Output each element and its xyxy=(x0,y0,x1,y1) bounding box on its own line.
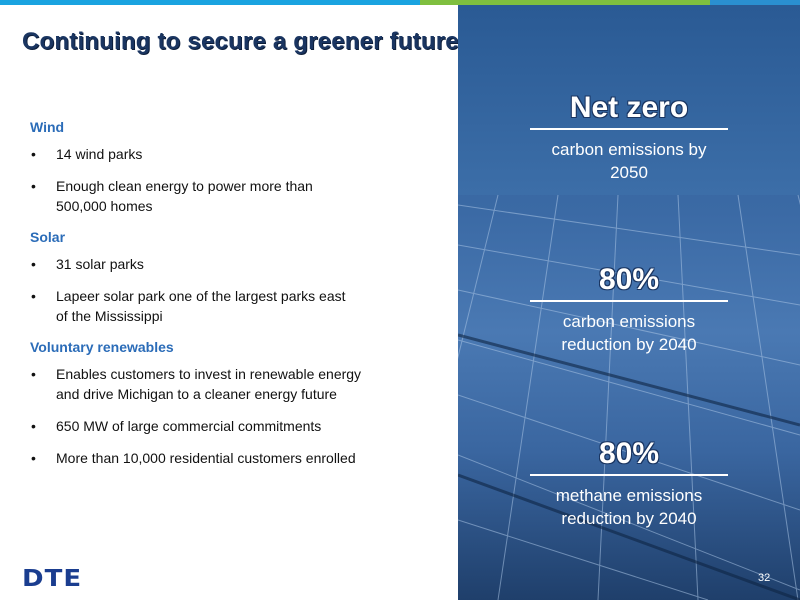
stat-value: 80% xyxy=(598,437,660,470)
voluntary-bullets: Enables customers to invest in renewable… xyxy=(30,364,430,468)
stat-carbon-reduction: 80% carbon emissions reduction by 2040 xyxy=(530,262,728,356)
bullet-item: 31 solar parks xyxy=(30,254,430,274)
stat-net-zero: Net zero carbon emissions by 2050 xyxy=(530,90,728,184)
bullet-item: More than 10,000 residential customers e… xyxy=(30,448,356,468)
accent-bar-green xyxy=(420,0,710,5)
solar-panel-grid-graphic xyxy=(458,194,800,600)
section-heading-voluntary-renewables: Voluntary renewables xyxy=(30,339,174,355)
top-accent-bar xyxy=(0,0,800,5)
wind-bullets: 14 wind parks Enough clean energy to pow… xyxy=(30,144,430,216)
bullet-item: Lapeer solar park one of the largest par… xyxy=(30,286,356,326)
stat-description-line2: reduction by 2040 xyxy=(561,509,697,528)
stat-description-line1: carbon emissions xyxy=(562,312,696,331)
stat-value: 80% xyxy=(598,263,660,296)
content-list: Wind 14 wind parks Enough clean energy t… xyxy=(30,118,430,480)
stat-value: Net zero xyxy=(569,91,689,124)
bullet-item: 14 wind parks xyxy=(30,144,430,164)
stat-description-line1: carbon emissions by xyxy=(551,140,707,159)
stat-methane-reduction: 80% methane emissions reduction by 2040 xyxy=(530,436,728,530)
page-number: 32 xyxy=(758,572,771,584)
sky-background xyxy=(458,5,800,195)
stat-description-line1: methane emissions xyxy=(555,486,703,505)
stat-description-line2: reduction by 2040 xyxy=(561,335,697,354)
bullet-item: Enough clean energy to power more than 5… xyxy=(30,176,356,216)
solar-bullets: 31 solar parks Lapeer solar park one of … xyxy=(30,254,430,326)
stat-description-line2: 2050 xyxy=(610,163,648,182)
stat-divider xyxy=(530,474,728,476)
accent-bar-blue xyxy=(0,0,420,5)
bullet-item: Enables customers to invest in renewable… xyxy=(30,364,386,404)
accent-bar-blue-right xyxy=(710,0,800,5)
solar-panel-image xyxy=(458,5,800,600)
stat-divider xyxy=(530,300,728,302)
section-heading-wind: Wind xyxy=(30,119,65,135)
dte-logo: DTE xyxy=(22,565,83,593)
stat-divider xyxy=(530,128,728,130)
bullet-item: 650 MW of large commercial commitments xyxy=(30,416,430,436)
section-heading-solar: Solar xyxy=(30,229,66,245)
slide-title: Continuing to secure a greener future xyxy=(22,28,459,55)
